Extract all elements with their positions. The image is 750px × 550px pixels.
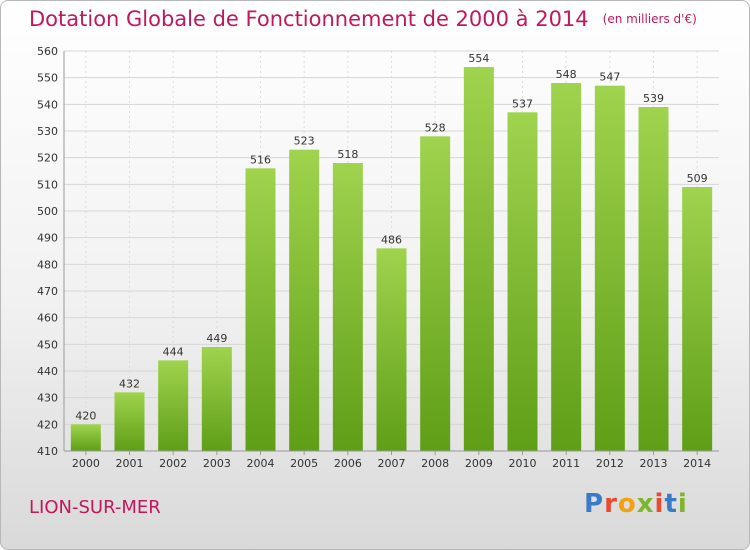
x-tick-label: 2003 [203, 457, 231, 470]
logo-letter: r [604, 489, 618, 519]
x-tick-label: 2000 [72, 457, 100, 470]
y-tick-label: 550 [37, 72, 58, 85]
data-label: 547 [599, 71, 620, 84]
y-tick-label: 420 [37, 418, 58, 431]
logo-letter: i [654, 489, 665, 519]
logo-letter: x [636, 489, 655, 519]
x-tick-label: 2007 [378, 457, 406, 470]
y-tick-label: 450 [37, 338, 58, 351]
y-tick-label: 560 [37, 45, 58, 58]
bar [463, 67, 494, 451]
chart-title: Dotation Globale de Fonctionnement de 20… [29, 7, 697, 31]
bar [682, 187, 713, 451]
logo-letter: P [584, 489, 605, 519]
town-name: LION-SUR-MER [29, 497, 161, 518]
bar [201, 347, 232, 451]
data-label: 432 [119, 377, 140, 390]
data-label: 548 [556, 68, 577, 81]
bar [158, 360, 189, 451]
chart-title-text: Dotation Globale de Fonctionnement de 20… [29, 7, 589, 31]
chart-unit: (en milliers d'€) [602, 12, 697, 26]
bar [332, 163, 363, 451]
logo-letter: o [617, 489, 637, 519]
bar [376, 248, 407, 451]
bars: 420 432 444 449 516 523 518 486 528 554 537 548 547 5… [70, 52, 713, 452]
logo-letter: t [664, 489, 678, 519]
x-tick-label: 2006 [334, 457, 362, 470]
bar [114, 392, 145, 451]
data-label: 449 [206, 332, 227, 345]
bar [638, 107, 669, 451]
bar [420, 136, 451, 452]
bar [289, 149, 320, 451]
x-tick-label: 2004 [247, 457, 275, 470]
y-tick-label: 460 [37, 312, 58, 325]
data-label: 537 [512, 97, 533, 110]
x-axis: 2000 2001 2002 2003 2004 2005 2006 2007 2008 2009… [64, 450, 719, 470]
y-tick-label: 510 [37, 178, 58, 191]
x-tick-label: 2005 [290, 457, 318, 470]
x-tick-label: 2001 [116, 457, 144, 470]
logo-letter: i [677, 489, 688, 519]
y-tick-label: 520 [37, 152, 58, 165]
data-label: 528 [425, 121, 446, 134]
data-label: 516 [250, 153, 271, 166]
x-tick-label: 2011 [552, 457, 580, 470]
data-label: 518 [337, 148, 358, 161]
y-tick-label: 490 [37, 232, 58, 245]
y-tick-label: 430 [37, 392, 58, 405]
data-label: 444 [163, 345, 184, 358]
x-tick-label: 2002 [159, 457, 187, 470]
data-label: 509 [687, 172, 708, 185]
data-label: 523 [294, 135, 315, 148]
bar [245, 168, 276, 452]
y-axis: 410 420 430 440 450 460 470 480 490 500 510 520 530 5… [37, 45, 65, 458]
bar [70, 424, 101, 451]
y-tick-label: 470 [37, 285, 58, 298]
y-tick-label: 480 [37, 258, 58, 271]
x-tick-label: 2014 [683, 457, 711, 470]
x-tick-label: 2013 [640, 457, 668, 470]
data-label: 554 [468, 52, 489, 65]
bar [551, 83, 582, 451]
y-tick-label: 530 [37, 125, 58, 138]
data-label: 486 [381, 233, 402, 246]
x-tick-label: 2012 [596, 457, 624, 470]
bar [507, 112, 538, 451]
y-tick-label: 440 [37, 365, 58, 378]
bar [594, 85, 625, 452]
y-tick-label: 410 [37, 445, 58, 458]
x-tick-label: 2010 [509, 457, 537, 470]
y-tick-label: 500 [37, 205, 58, 218]
y-tick-label: 540 [37, 98, 58, 111]
data-label: 420 [75, 409, 96, 422]
x-tick-label: 2009 [465, 457, 493, 470]
x-tick-label: 2008 [421, 457, 449, 470]
data-label: 539 [643, 92, 664, 105]
proxiti-logo[interactable]: Proxiti [584, 489, 688, 519]
